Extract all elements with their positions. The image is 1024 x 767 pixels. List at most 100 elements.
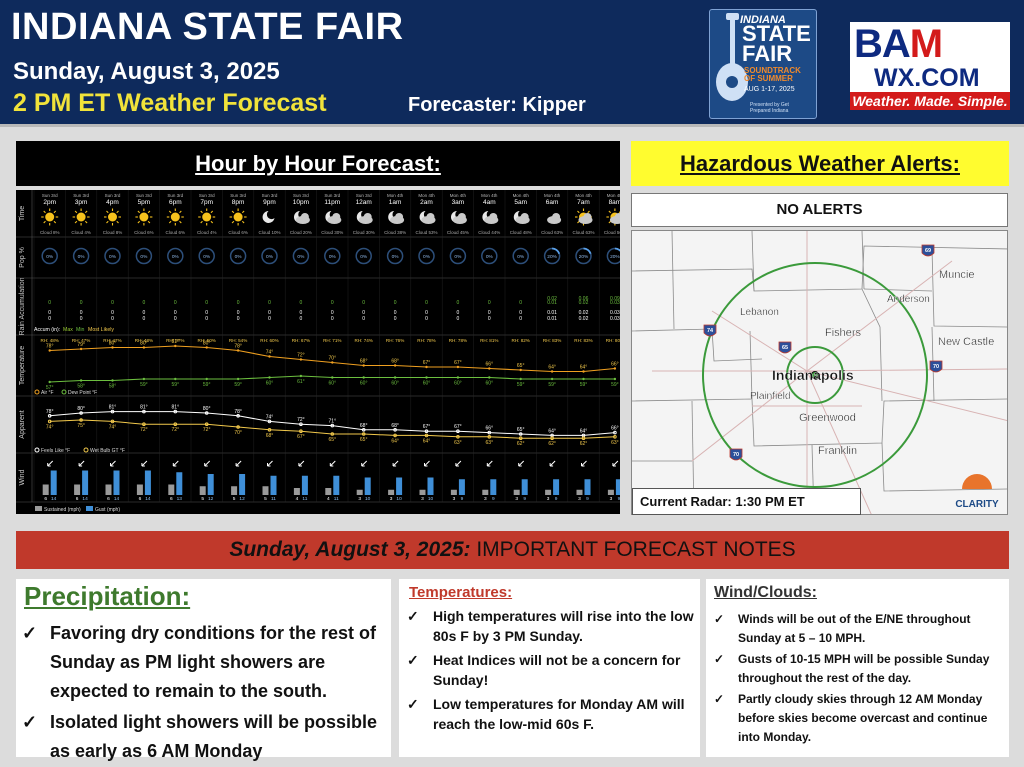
road bbox=[691, 370, 808, 462]
wet-bulb-point bbox=[204, 422, 209, 426]
air-temp-label: 67° bbox=[423, 360, 431, 366]
legend-wetbulb: Wet Bulb GT °F bbox=[90, 448, 125, 454]
wind-sustained-label: 3 bbox=[547, 496, 550, 502]
feels-like-point bbox=[299, 422, 303, 426]
wind-gust-label: 12 bbox=[239, 496, 245, 502]
wet-bulb-label: 74° bbox=[109, 424, 117, 430]
air-temp-label: 80° bbox=[109, 341, 117, 347]
pop-ring bbox=[41, 247, 58, 265]
legend-feels: Feels Like °F bbox=[41, 448, 70, 454]
cloud-cover: Cloud 44% bbox=[478, 230, 500, 235]
air-temp-label: 68° bbox=[360, 359, 368, 365]
sun-ray bbox=[53, 210, 57, 214]
wind-gust-bar bbox=[301, 475, 308, 495]
relative-humidity: RH: 47% bbox=[72, 338, 90, 343]
wind-direction-icon bbox=[455, 460, 462, 467]
day-label: Mon 4th bbox=[418, 193, 435, 198]
air-temp-point bbox=[111, 346, 114, 349]
sun-ray bbox=[231, 220, 235, 224]
cloud-cover: Cloud 6% bbox=[228, 230, 248, 235]
county-boundary bbox=[749, 330, 753, 400]
county-boundary bbox=[931, 248, 1007, 328]
pop-value: 20% bbox=[610, 254, 620, 260]
wind-clouds-list: ✓ Winds will be out of the E/NE throughou… bbox=[714, 610, 1006, 749]
wind-sustained-bar bbox=[231, 486, 238, 495]
dew-point-label: 59° bbox=[172, 382, 180, 388]
wet-bulb-label: 75° bbox=[77, 423, 85, 429]
list-item: ✓ Low temperatures for Monday AM will rea… bbox=[407, 696, 685, 732]
radar-timestamp: Current Radar: 1:30 PM ET bbox=[632, 488, 861, 515]
wet-bulb-label: 63° bbox=[486, 440, 494, 446]
pop-value: 0% bbox=[172, 254, 180, 260]
sun-ray bbox=[210, 210, 214, 214]
wind-sustained-label: 3 bbox=[453, 496, 456, 502]
row-label: Pop % bbox=[19, 247, 26, 268]
feels-like-label: 78° bbox=[46, 409, 54, 415]
checkmark-icon: ✓ bbox=[714, 652, 725, 666]
wind-gust-label: 9 bbox=[523, 496, 526, 502]
wind-gust-bar bbox=[207, 474, 214, 495]
rain-accum: 0 bbox=[268, 310, 271, 316]
hour-by-hour-title: Hour by Hour Forecast: bbox=[16, 141, 620, 186]
hour-label: 2pm bbox=[43, 199, 56, 206]
relative-humidity: RH: 48% bbox=[135, 338, 153, 343]
air-temp-label: 80° bbox=[203, 341, 211, 347]
relative-humidity: RH: 67% bbox=[292, 338, 310, 343]
relative-humidity: RH: 83% bbox=[543, 338, 561, 343]
wind-gust-label: 9 bbox=[492, 496, 495, 502]
pop-value: 0% bbox=[360, 254, 368, 260]
radar-map[interactable]: Muncie Anderson Lebanon Fishers New Castle In… bbox=[631, 230, 1008, 515]
page-title: INDIANA STATE FAIR bbox=[11, 6, 404, 48]
wind-sustained-label: 3 bbox=[421, 496, 424, 502]
feels-like-point bbox=[424, 429, 429, 433]
rain-accum: 0.03 bbox=[610, 310, 620, 316]
relative-humidity: RH: 81% bbox=[480, 338, 498, 343]
county-boundary bbox=[861, 231, 865, 290]
hour-label: 4pm bbox=[106, 199, 119, 206]
hourly-forecast-chart: Time Pop % Rain Accumulation Temperature App… bbox=[16, 190, 620, 513]
wind-sustained-bar bbox=[356, 489, 363, 495]
wind-gust-bar bbox=[427, 477, 434, 495]
sun-ray bbox=[168, 210, 172, 214]
interstate-number: 70 bbox=[733, 452, 739, 458]
feels-like-label: 80° bbox=[203, 406, 211, 412]
rain-accum: 0 bbox=[174, 316, 177, 322]
feels-like-point bbox=[487, 430, 492, 435]
air-temp-label: 67° bbox=[454, 360, 462, 366]
feels-like-point bbox=[393, 428, 397, 432]
sun-ray bbox=[179, 220, 182, 224]
rain-most-likely: 0 bbox=[362, 300, 365, 306]
sun-ray bbox=[200, 220, 203, 224]
sun-icon bbox=[170, 212, 180, 222]
rain-most-likely: 0 bbox=[300, 300, 303, 306]
list-item: ✓ Heat Indices will not be a concern for … bbox=[407, 652, 681, 688]
hour-label: 3am bbox=[452, 199, 465, 206]
air-temp-point bbox=[268, 355, 271, 358]
rain-accum: 0 bbox=[300, 316, 303, 322]
rain-accum: 0 bbox=[237, 316, 240, 322]
sun-ray bbox=[116, 210, 119, 214]
air-temp-point bbox=[456, 365, 460, 369]
air-temp-label: 78° bbox=[234, 344, 242, 350]
relative-humidity: RH: 74% bbox=[355, 338, 373, 343]
feels-like-point bbox=[613, 430, 617, 435]
wind-sustained-label: 6 bbox=[107, 496, 110, 502]
wet-bulb-label: 62° bbox=[548, 441, 556, 447]
feels-like-label: 71° bbox=[329, 419, 337, 425]
dew-point-label: 60° bbox=[391, 381, 399, 387]
wind-direction-icon bbox=[549, 460, 556, 467]
dew-point-point bbox=[331, 376, 334, 379]
wind-sustained-bar bbox=[42, 484, 49, 495]
cloud-shape bbox=[457, 213, 466, 221]
rain-most-likely: 0 bbox=[205, 300, 208, 306]
feels-like-label: 81° bbox=[109, 405, 117, 411]
feels-like-point bbox=[456, 429, 460, 433]
wet-bulb-label: 72° bbox=[140, 427, 148, 433]
sun-ray bbox=[577, 210, 580, 214]
hour-label: 8pm bbox=[232, 199, 245, 206]
wind-sustained-label: 3 bbox=[358, 496, 361, 502]
wind-gust-label: 11 bbox=[302, 496, 307, 502]
pop-value: 0% bbox=[46, 254, 54, 260]
wet-bulb-point bbox=[173, 422, 178, 426]
